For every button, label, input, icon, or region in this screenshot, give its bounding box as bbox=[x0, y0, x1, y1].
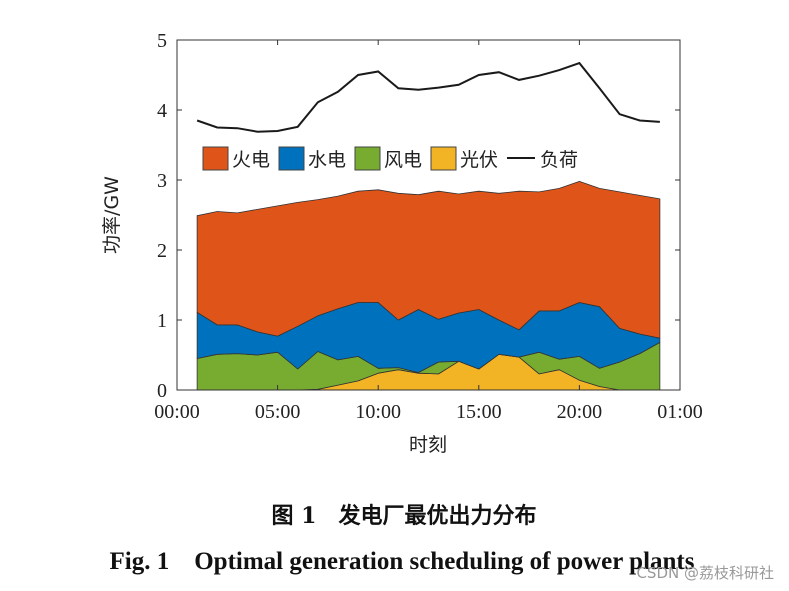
x-tick-label: 10:00 bbox=[355, 401, 401, 423]
legend-label: 光伏 bbox=[460, 149, 498, 171]
axes: 0 1 2 3 4 5 00:00 05:00 10:00 15:00 20:00 01:00 bbox=[154, 30, 703, 423]
y-tick-label: 0 bbox=[157, 380, 167, 402]
legend-swatch bbox=[354, 146, 381, 171]
load-line-group bbox=[196, 61, 660, 133]
x-tick-label: 01:00 bbox=[657, 401, 703, 423]
y-tick-label: 5 bbox=[157, 30, 167, 52]
legend-label: 火电 bbox=[232, 149, 270, 171]
legend-label: 负荷 bbox=[540, 149, 578, 171]
legend-label: 风电 bbox=[384, 149, 422, 171]
y-tick-label: 1 bbox=[157, 310, 167, 332]
plot-frame bbox=[176, 39, 681, 391]
x-tick-label: 20:00 bbox=[557, 401, 603, 423]
legend-label: 水电 bbox=[308, 149, 346, 171]
caption-en: Fig. 1 Optimal generation scheduling of … bbox=[110, 548, 695, 575]
caption-cn: 图 1 发电厂最优出力分布 bbox=[272, 503, 537, 529]
y-axis-label: 功率/GW bbox=[101, 176, 123, 254]
area-thermal bbox=[196, 181, 661, 339]
y-tick-label: 3 bbox=[157, 170, 167, 192]
load-line bbox=[196, 61, 660, 133]
x-tick-label: 00:00 bbox=[154, 401, 200, 423]
y-tick-label: 2 bbox=[157, 240, 167, 262]
x-tick-label: 15:00 bbox=[456, 401, 502, 423]
legend-swatch bbox=[430, 146, 457, 171]
area-layers bbox=[196, 181, 661, 391]
legend: 火电 水电 风电 光伏 负荷 bbox=[202, 146, 578, 171]
legend-swatch bbox=[202, 146, 229, 171]
x-axis-label: 时刻 bbox=[409, 434, 447, 456]
watermark: CSDN @荔枝科研社 bbox=[636, 564, 774, 582]
y-tick-label: 4 bbox=[157, 100, 167, 122]
x-tick-label: 05:00 bbox=[255, 401, 301, 423]
legend-swatch bbox=[278, 146, 305, 171]
